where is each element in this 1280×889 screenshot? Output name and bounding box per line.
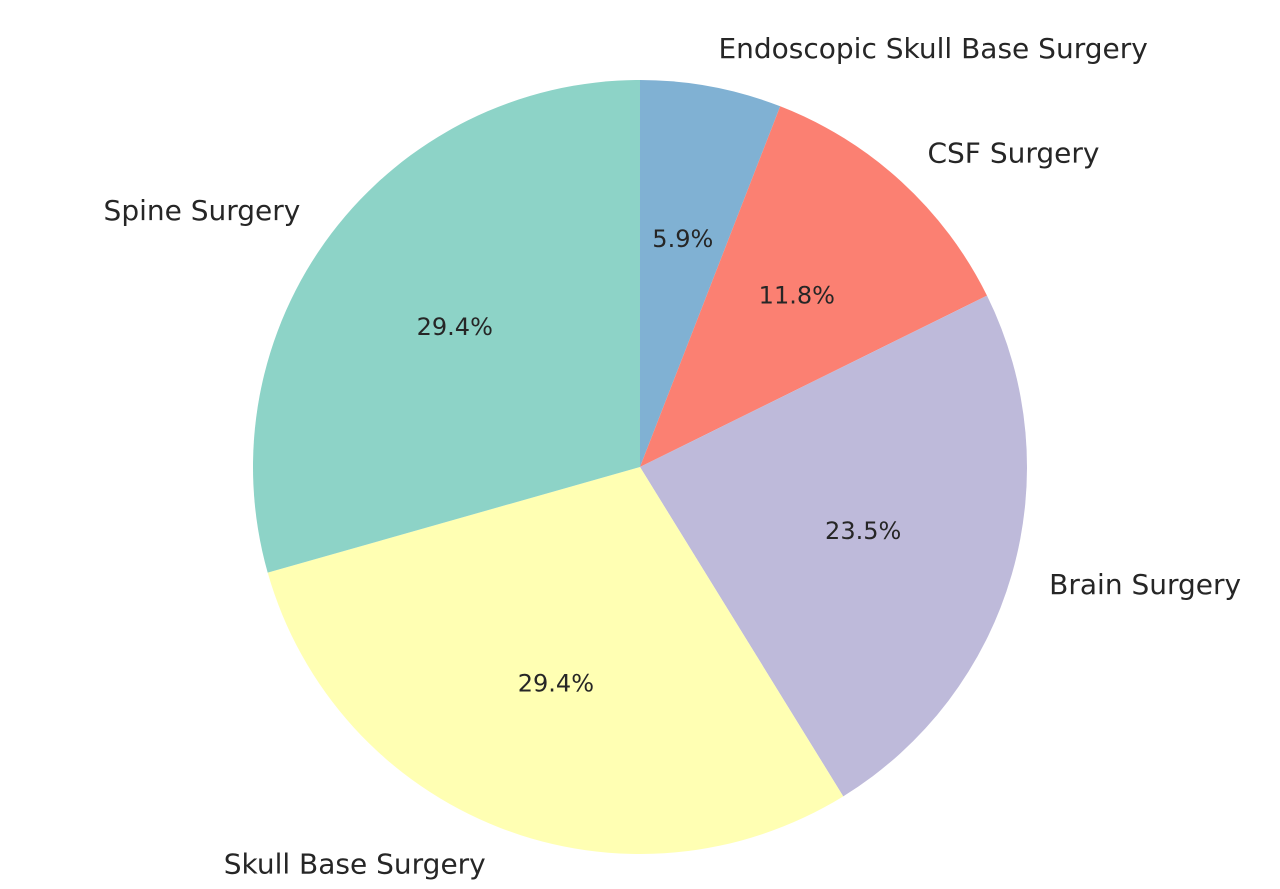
pct-label-csf-surgery: 11.8% (759, 282, 835, 310)
pie-slice-brain-surgery (640, 295, 1027, 797)
pct-label-endoscopic-skull-base-surgery: 5.9% (652, 225, 713, 253)
pct-label-spine-surgery: 29.4% (417, 313, 493, 341)
pct-label-skull-base-surgery: 29.4% (518, 669, 594, 697)
category-label-spine-surgery: Spine Surgery (104, 194, 301, 227)
category-label-brain-surgery: Brain Surgery (1049, 568, 1241, 601)
category-label-endoscopic-skull-base-surgery: Endoscopic Skull Base Surgery (718, 32, 1147, 65)
percentage-labels: 5.9% 11.8% 23.5% 29.4% 29.4% (417, 225, 902, 698)
category-labels: Endoscopic Skull Base Surgery CSF Surgery… (104, 32, 1242, 880)
pct-label-brain-surgery: 23.5% (825, 517, 901, 545)
category-label-csf-surgery: CSF Surgery (927, 137, 1099, 170)
category-label-skull-base-surgery: Skull Base Surgery (224, 847, 486, 880)
pie-slice-csf-surgery (640, 106, 988, 467)
pie-slice-skull-base-surgery (267, 467, 844, 854)
pie-slice-spine-surgery (252, 80, 640, 573)
pie-slices (252, 80, 1027, 854)
pie-slice-endoscopic-skull-base-surgery (640, 80, 781, 467)
